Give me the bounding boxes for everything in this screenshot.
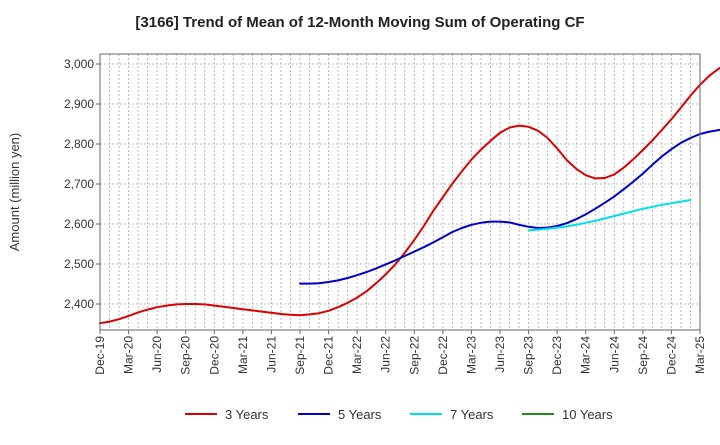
- x-tick-label: Jun-23: [493, 336, 507, 373]
- series-line-3-years: [99, 66, 720, 325]
- y-tick-label: 3,000: [64, 57, 94, 71]
- series-line-7-years: [527, 199, 692, 232]
- x-tick-label: Dec-19: [93, 336, 107, 375]
- y-tick-label: 2,600: [64, 217, 94, 231]
- x-tick-label: Sep-24: [636, 336, 650, 375]
- x-tick-label: Sep-20: [179, 336, 193, 375]
- plot-border: [99, 53, 701, 331]
- series-lines: [99, 66, 720, 325]
- x-tick-label: Mar-21: [236, 336, 250, 374]
- legend-label: 5 Years: [338, 407, 382, 422]
- plot-area: [100, 54, 700, 330]
- x-tick-label: Jun-21: [264, 336, 278, 373]
- legend: 3 Years 5 Years 7 Years 10 Years: [185, 407, 613, 422]
- x-tick-label: Dec-24: [664, 336, 678, 375]
- y-tick-label: 2,800: [64, 137, 94, 151]
- x-tick-label: Dec-22: [436, 336, 450, 375]
- x-tick-label: Dec-21: [322, 336, 336, 375]
- x-tick-label: Sep-22: [407, 336, 421, 375]
- x-tick-label: Mar-24: [579, 336, 593, 374]
- x-tick-labels: Dec-19 Mar-20 Jun-20 Sep-20 Dec-20 Mar-21 Jun-…: [93, 330, 707, 375]
- legend-label: 3 Years: [225, 407, 269, 422]
- y-tick-label: 2,500: [64, 257, 94, 271]
- y-tick-labels: 2,400 2,500 2,600 2,700 2,800 2,900 3,000: [64, 57, 100, 311]
- x-tick-label: Mar-23: [464, 336, 478, 374]
- legend-label: 7 Years: [450, 407, 494, 422]
- x-tick-label: Dec-23: [550, 336, 564, 375]
- x-tick-label: Dec-20: [207, 336, 221, 375]
- y-axis-label: Amount (million yen): [7, 133, 22, 252]
- x-tick-label: Sep-21: [293, 336, 307, 375]
- x-tick-label: Mar-20: [122, 336, 136, 374]
- series-line-5-years: [299, 128, 720, 285]
- y-tick-label: 2,700: [64, 177, 94, 191]
- x-tick-label: Sep-23: [522, 336, 536, 375]
- x-tick-label: Jun-22: [379, 336, 393, 373]
- x-tick-label: Mar-25: [693, 336, 707, 374]
- x-tick-label: Jun-24: [607, 336, 621, 373]
- legend-label: 10 Years: [562, 407, 613, 422]
- y-tick-label: 2,400: [64, 297, 94, 311]
- chart-title: [3166] Trend of Mean of 12-Month Moving …: [135, 14, 584, 31]
- x-tick-label: Mar-22: [350, 336, 364, 374]
- x-tick-label: Jun-20: [150, 336, 164, 373]
- y-tick-label: 2,900: [64, 97, 94, 111]
